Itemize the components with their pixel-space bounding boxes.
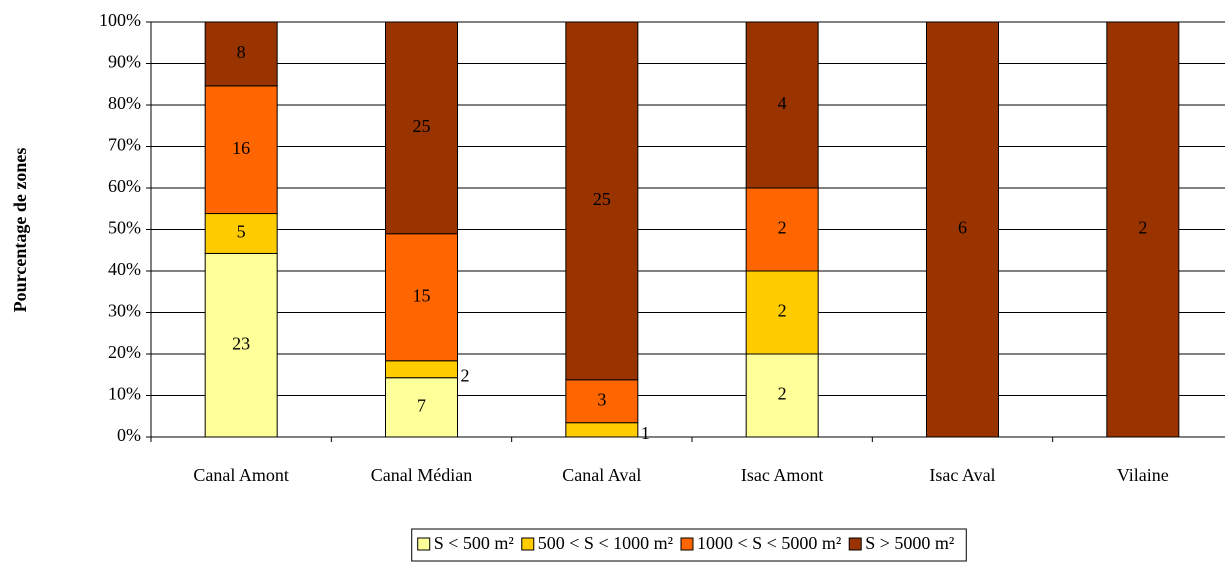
y-tick-label: 80%	[108, 93, 141, 113]
data-label: 8	[237, 42, 246, 62]
bar-segment	[565, 21, 639, 381]
bar-segment	[204, 252, 278, 438]
data-label: 3	[597, 389, 606, 409]
x-tick-label: Isac Aval	[929, 465, 995, 485]
y-tick-label: 70%	[108, 135, 141, 155]
data-label: 25	[593, 189, 611, 209]
data-label: 1	[641, 423, 650, 443]
y-tick-label: 100%	[99, 10, 141, 30]
legend-swatch	[680, 537, 694, 551]
legend-label: S > 5000 m²	[865, 533, 954, 553]
data-label: 7	[417, 395, 426, 415]
y-tick-label: 0%	[117, 425, 141, 445]
x-tick-label: Canal Médian	[371, 465, 472, 485]
legend-swatch	[521, 537, 535, 551]
data-label: 2	[778, 301, 787, 321]
x-tick-label: Canal Amont	[193, 465, 289, 485]
legend-label: 500 < S < 1000 m²	[538, 533, 673, 553]
data-label: 23	[232, 333, 250, 353]
bar-segment	[565, 422, 639, 438]
bar-segment	[1106, 21, 1180, 438]
legend-label: S < 500 m²	[434, 533, 514, 553]
bar-segment	[385, 233, 458, 362]
bar-segment	[385, 21, 458, 235]
bar-segment	[926, 21, 999, 438]
data-label: 2	[778, 384, 787, 404]
bar-segment	[204, 21, 278, 87]
data-label: 25	[413, 116, 431, 136]
data-label: 4	[778, 93, 787, 113]
x-tick-label: Canal Aval	[562, 465, 641, 485]
data-label: 2	[1138, 218, 1147, 238]
y-tick-label: 40%	[108, 259, 141, 279]
bar-segment	[385, 377, 458, 438]
bar-segment	[204, 85, 278, 215]
y-tick-label: 50%	[108, 218, 141, 238]
legend-swatch	[848, 537, 862, 551]
x-tick-label: Vilaine	[1117, 465, 1169, 485]
y-tick-label: 60%	[108, 176, 141, 196]
bar-segment	[385, 360, 458, 379]
y-tick-label: 30%	[108, 301, 141, 321]
y-tick-label: 20%	[108, 342, 141, 362]
data-label: 6	[958, 218, 967, 238]
y-tick-label: 10%	[108, 384, 141, 404]
bar-segment	[745, 21, 819, 189]
legend-swatch	[417, 537, 431, 551]
data-label: 15	[413, 285, 431, 305]
bar-segment	[745, 353, 819, 438]
data-label: 5	[237, 222, 246, 242]
data-label: 16	[232, 138, 250, 158]
bar-segment	[204, 213, 278, 254]
data-label: 2	[461, 365, 470, 385]
y-tick-label: 90%	[108, 52, 141, 72]
data-label: 2	[778, 218, 787, 238]
bar-segment	[745, 270, 819, 355]
y-axis-label: Pourcentage de zones	[10, 148, 30, 313]
bar-segment	[745, 187, 819, 272]
legend-label: 1000 < S < 5000 m²	[697, 533, 841, 553]
x-tick-label: Isac Amont	[741, 465, 824, 485]
